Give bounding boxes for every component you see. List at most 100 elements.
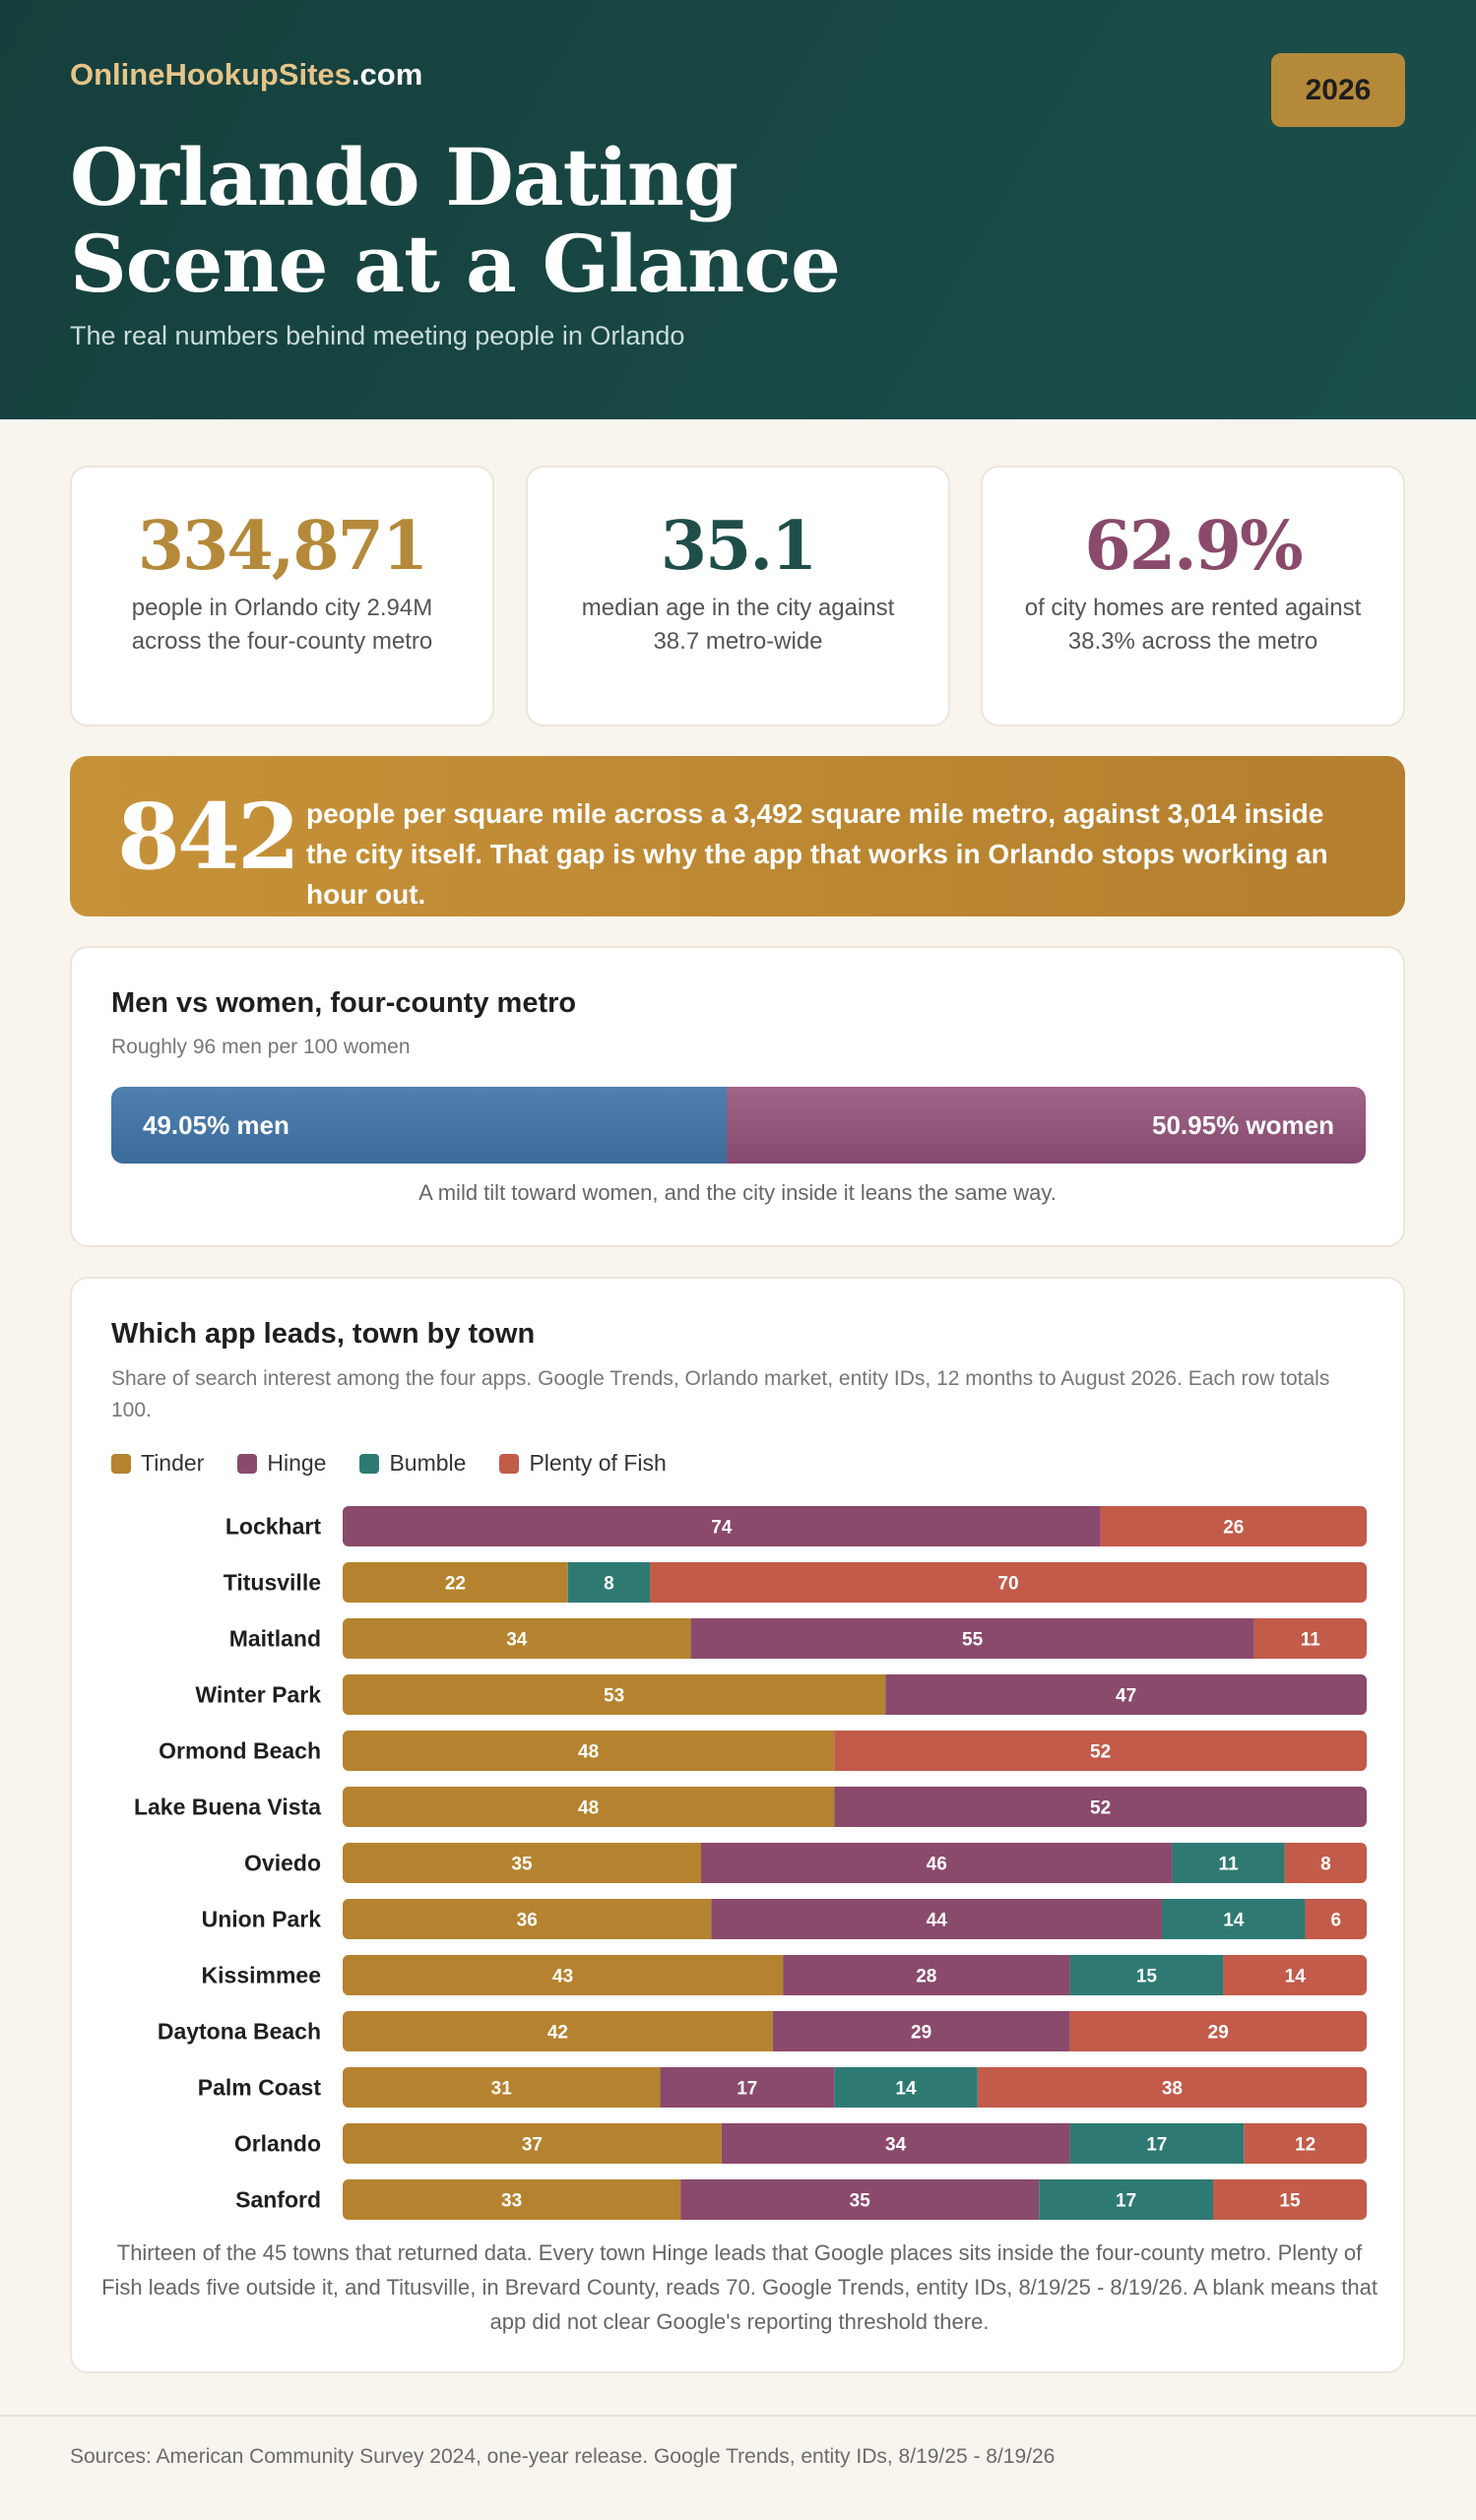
legend-label: Tinder <box>141 1450 205 1476</box>
bar-row: 35 46 11 8 <box>343 1843 1367 1883</box>
bar-segment-plenty-of-fish <box>1100 1506 1367 1546</box>
bar-value-label: 43 <box>552 1967 573 1987</box>
bar-value-label: 53 <box>604 1686 624 1707</box>
page-subtitle: The real numbers behind meeting people i… <box>70 321 685 350</box>
row-label: Winter Park <box>195 1682 321 1708</box>
gender-men-label: 49.05% men <box>143 1110 289 1140</box>
bar-value-label: 14 <box>1223 1911 1245 1931</box>
title-line-1: Orlando Dating <box>70 131 738 223</box>
bar-segment-tinder <box>343 1955 784 1995</box>
row-label: Orlando <box>234 2131 321 2157</box>
app-chart-card: Which app leads, town by town Share of s… <box>70 1277 1405 2373</box>
bar-segment-plenty-of-fish <box>834 1731 1367 1771</box>
gender-card: Men vs women, four-county metro Roughly … <box>70 946 1405 1247</box>
bar-segment-tinder <box>343 2011 773 2051</box>
brand-name: OnlineHookupSites <box>70 57 352 92</box>
bar-segment-plenty-of-fish <box>1253 1618 1367 1659</box>
bar-value-label: 36 <box>517 1911 538 1931</box>
year-badge: 2026 <box>1271 53 1405 127</box>
bar-segment-tinder <box>343 1787 835 1827</box>
bar-value-label: 8 <box>1320 1855 1331 1875</box>
bar-row: 74 26 <box>343 1506 1367 1546</box>
stat-card-population: 334,871 people in Orlando city 2.94M acr… <box>70 466 494 726</box>
stat-label: of city homes are rented against 38.3% a… <box>1024 595 1362 655</box>
bar-segment-bumble <box>834 2067 978 2108</box>
legend-label: Hinge <box>267 1450 327 1476</box>
bar-value-label: 42 <box>547 2023 568 2044</box>
bar-value-label: 44 <box>927 1911 948 1931</box>
chart-footnote: Thirteen of the 45 towns that returned d… <box>101 2240 1378 2334</box>
bar-value-label: 12 <box>1295 2135 1316 2156</box>
bar-row: 31 17 14 38 <box>343 2067 1367 2108</box>
bar-value-label: 74 <box>711 1518 733 1539</box>
gender-subtitle: Roughly 96 men per 100 women <box>111 1036 411 1058</box>
stat-value: 334,871 <box>137 507 429 586</box>
bar-segment-plenty-of-fish <box>1069 2011 1367 2051</box>
bar-value-label: 34 <box>885 2135 907 2156</box>
bar-row: 48 52 <box>343 1787 1367 1827</box>
gender-title: Men vs women, four-county metro <box>111 987 577 1019</box>
bar-value-label: 48 <box>578 1798 599 1819</box>
bar-segment-hinge <box>660 2067 835 2108</box>
bar-segment-plenty-of-fish <box>977 2067 1367 2108</box>
bar-value-label: 14 <box>1285 1967 1307 1987</box>
brand-logo-text[interactable]: OnlineHookupSites.com <box>70 57 422 93</box>
bar-row: 36 44 14 6 <box>343 1899 1367 1939</box>
bar-segment-plenty-of-fish <box>650 1562 1367 1603</box>
density-banner: 842 people per square mile across a 3,49… <box>70 756 1405 916</box>
bar-row: 42 29 29 <box>343 2011 1367 2051</box>
bar-value-label: 37 <box>522 2135 543 2156</box>
legend-swatch <box>237 1453 258 1474</box>
bar-segment-hinge <box>772 2011 1070 2051</box>
bar-value-label: 38 <box>1162 2079 1183 2100</box>
bar-value-label: 70 <box>997 1574 1018 1595</box>
bar-segment-tinder <box>343 1674 886 1715</box>
bar-segment-hinge <box>343 1506 1101 1546</box>
density-text: people per square mile across a 3,492 sq… <box>306 798 1328 910</box>
bar-segment-tinder <box>343 1899 712 1939</box>
bar-value-label: 34 <box>506 1630 528 1651</box>
bar-row: 33 35 17 15 <box>343 2179 1367 2220</box>
bar-segment-hinge <box>701 1843 1173 1883</box>
stat-value: 35.1 <box>660 507 818 586</box>
bar-value-label: 22 <box>445 1574 466 1595</box>
bar-segment-tinder <box>343 2123 722 2164</box>
gender-bar-men: 49.05% men <box>111 1087 727 1164</box>
row-label: Palm Coast <box>198 2075 322 2101</box>
stat-card-renters: 62.9% of city homes are rented against 3… <box>981 466 1405 726</box>
bar-segment-plenty-of-fish <box>1223 1955 1367 1995</box>
bar-value-label: 52 <box>1090 1798 1111 1819</box>
bar-segment-hinge <box>834 1787 1367 1827</box>
bar-segment-bumble <box>1069 1955 1224 1995</box>
gender-note: A mild tilt toward women, and the city i… <box>418 1180 1057 1205</box>
bar-value-label: 55 <box>962 1630 984 1651</box>
bar-value-label: 11 <box>1301 1630 1321 1651</box>
bar-value-label: 11 <box>1219 1855 1240 1875</box>
bar-segment-plenty-of-fish <box>1244 2123 1367 2164</box>
bar-segment-plenty-of-fish <box>1213 2179 1367 2220</box>
legend-swatch <box>499 1453 520 1474</box>
bar-value-label: 52 <box>1090 1742 1111 1763</box>
header: OnlineHookupSites.com 2026 Orlando Datin… <box>0 0 1476 419</box>
bar-row: 34 55 11 <box>343 1618 1367 1659</box>
row-label: Oviedo <box>244 1851 321 1876</box>
bar-segment-bumble <box>1172 1843 1285 1883</box>
row-label: Titusville <box>224 1570 321 1596</box>
bar-value-label: 29 <box>1208 2023 1229 2044</box>
bar-value-label: 47 <box>1116 1686 1136 1707</box>
chart-title: Which app leads, town by town <box>111 1318 536 1350</box>
bar-value-label: 17 <box>1146 2135 1167 2156</box>
bar-segment-bumble <box>567 1562 650 1603</box>
stat-value: 62.9% <box>1084 507 1303 586</box>
bar-value-label: 26 <box>1223 1518 1244 1539</box>
bar-row: 53 47 <box>343 1674 1367 1715</box>
legend-swatch <box>359 1453 380 1474</box>
bar-segment-hinge <box>680 2179 1040 2220</box>
row-label: Lake Buena Vista <box>134 1795 321 1820</box>
legend-item-bumble: Bumble <box>359 1450 466 1477</box>
bar-segment-hinge <box>690 1618 1254 1659</box>
bar-row: 48 52 <box>343 1731 1367 1771</box>
app-chart: Lockhart 74 26 Titusville 22 8 70 Maitland 34 55 1… <box>134 1506 1367 2220</box>
bar-segment-hinge <box>711 1899 1162 1939</box>
bar-segment-hinge <box>721 2123 1070 2164</box>
